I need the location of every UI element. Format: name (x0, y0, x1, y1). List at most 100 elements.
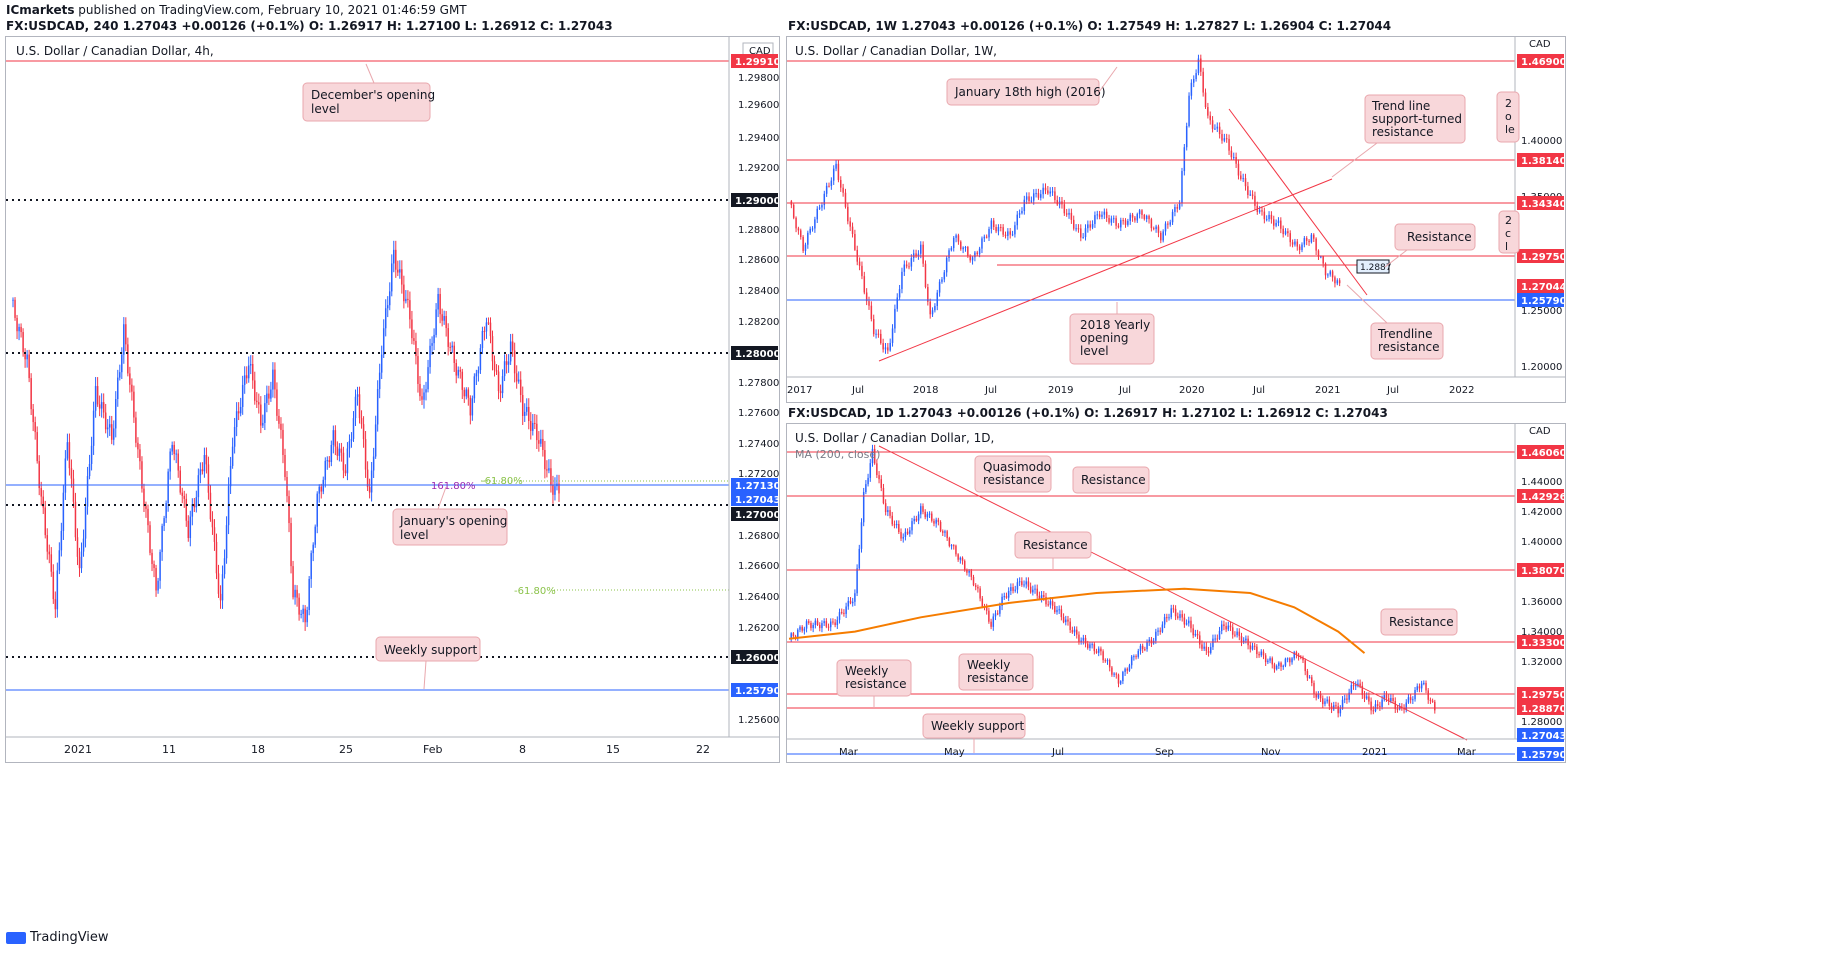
candle-body (167, 471, 169, 504)
candle-body (1086, 643, 1089, 649)
candle-body (1117, 225, 1120, 228)
candle-body (1236, 631, 1238, 636)
note-quasimodo[interactable]: Quasimodo resistance (974, 455, 1052, 493)
candle-body (1007, 231, 1009, 236)
footer-brand[interactable]: TradingView (6, 930, 109, 945)
publish-text: published on TradingView.com, February 1… (74, 3, 467, 17)
chart-1d-svg[interactable]: U.S. Dollar / Canadian Dollar, 1D, MA (2… (787, 424, 1565, 762)
candle-body (52, 571, 55, 600)
candle-body (1343, 698, 1346, 700)
note-resistance-b[interactable]: Resistance (1014, 531, 1092, 570)
chart-panel-1w[interactable]: U.S. Dollar / Canadian Dollar, 1W, CAD 1… (786, 36, 1566, 403)
candle-body (199, 469, 202, 476)
candle-body (425, 389, 427, 393)
note-weekly-support-1d[interactable]: Weekly support (922, 713, 1026, 753)
candle-body (1056, 200, 1059, 205)
candle-body (1010, 587, 1012, 591)
candle-body (957, 554, 959, 560)
candle-body (316, 493, 318, 527)
note-weekly-resistance-b[interactable]: Weekly resistance (958, 653, 1034, 691)
candle-body (1113, 673, 1115, 675)
price-tag-bg (1517, 153, 1564, 167)
candle-body (1072, 219, 1075, 229)
candle-body (310, 553, 312, 580)
candle-body (797, 629, 799, 637)
candle-body (1152, 228, 1155, 230)
candle-body (215, 541, 218, 574)
candle-body (1434, 701, 1436, 711)
candle-body (1289, 658, 1291, 663)
candle-body (1122, 220, 1124, 222)
note-2018-yearly[interactable]: 2018 Yearly opening level (1069, 302, 1155, 365)
note-text: level (400, 528, 429, 542)
candle-body (137, 442, 139, 450)
candle-body (30, 378, 32, 410)
chart-panel-1d[interactable]: U.S. Dollar / Canadian Dollar, 1D, MA (2… (786, 423, 1566, 763)
candle-body (1049, 601, 1052, 605)
candle-body (270, 389, 272, 399)
candle-body (1037, 193, 1040, 198)
note-jan-open[interactable]: January's opening level (392, 486, 508, 546)
candle-body (370, 470, 373, 493)
candle-body (195, 497, 198, 508)
candle-body (1128, 665, 1131, 671)
ma-200-line (788, 587, 1366, 654)
fib-neg-label-2: -61.80% (514, 586, 556, 597)
candle-body (821, 623, 823, 629)
candle-body (1157, 226, 1160, 233)
candle-body (849, 221, 851, 227)
time-tick: Jul (1051, 747, 1064, 758)
author-name[interactable]: ICmarkets (6, 3, 75, 17)
note-trendline-support[interactable]: Trend line support-turned resistance (1331, 94, 1466, 178)
candle-body (441, 314, 443, 321)
price-tag: 1.42926 (1521, 492, 1565, 503)
note-trendline-resistance[interactable]: Trendline resistance (1346, 284, 1444, 360)
candle-body (300, 613, 302, 615)
candle-body (485, 322, 488, 332)
candle-body (135, 417, 137, 443)
candle-body (957, 235, 960, 242)
candle-body (948, 250, 950, 258)
candle-body (58, 550, 61, 571)
candle-body (887, 347, 889, 351)
chart-panel-4h[interactable]: 161.80% -61.80% -61.80% U.S. Dollar / Ca… (5, 36, 780, 763)
note-weekly-resistance-a[interactable]: Weekly resistance (836, 659, 912, 708)
candle-body (1385, 695, 1388, 699)
candle-body (1291, 242, 1294, 245)
note-resistance-1w[interactable]: Resistance (1384, 223, 1476, 268)
price-tag: 1.38140 (1521, 156, 1565, 167)
candle-body (493, 361, 496, 371)
candle-body (443, 316, 445, 321)
chart-4h-svg[interactable]: 161.80% -61.80% -61.80% U.S. Dollar / Ca… (6, 37, 779, 762)
candle-body (917, 253, 920, 257)
note-jan18-high[interactable]: January 18th high (2016) (946, 66, 1118, 106)
candle-body (985, 236, 988, 238)
time-tick: 22 (696, 743, 710, 756)
candle-body (28, 354, 30, 379)
candle-body (838, 612, 841, 620)
candle-body (42, 496, 44, 508)
candle-body (1251, 645, 1254, 650)
candle-body (860, 522, 863, 549)
candle-body (1220, 624, 1223, 631)
candle-body (1098, 214, 1101, 217)
time-tick: Mar (1457, 747, 1477, 758)
candle-body (854, 233, 856, 250)
chart-1w-svg[interactable]: U.S. Dollar / Canadian Dollar, 1W, CAD 1… (787, 37, 1565, 402)
candle-body (1333, 705, 1335, 710)
note-weekly-support[interactable]: Weekly support (375, 636, 481, 690)
candle-body (68, 442, 71, 469)
candle-body (936, 292, 939, 306)
tick: 1.28600 (738, 255, 779, 266)
candle-body (515, 373, 518, 382)
candle-body (1425, 682, 1427, 691)
candle-body (497, 371, 500, 392)
time-tick: Jul (984, 385, 997, 396)
time-tick: 2021 (1362, 747, 1387, 758)
candle-body (479, 348, 482, 371)
candle-body (876, 463, 878, 476)
note-resistance-a[interactable]: Resistance (1072, 466, 1150, 494)
note-resistance-c[interactable]: Resistance (1380, 608, 1458, 636)
note-dec-open[interactable]: December's opening level (302, 63, 435, 122)
candle-body (1179, 614, 1181, 618)
